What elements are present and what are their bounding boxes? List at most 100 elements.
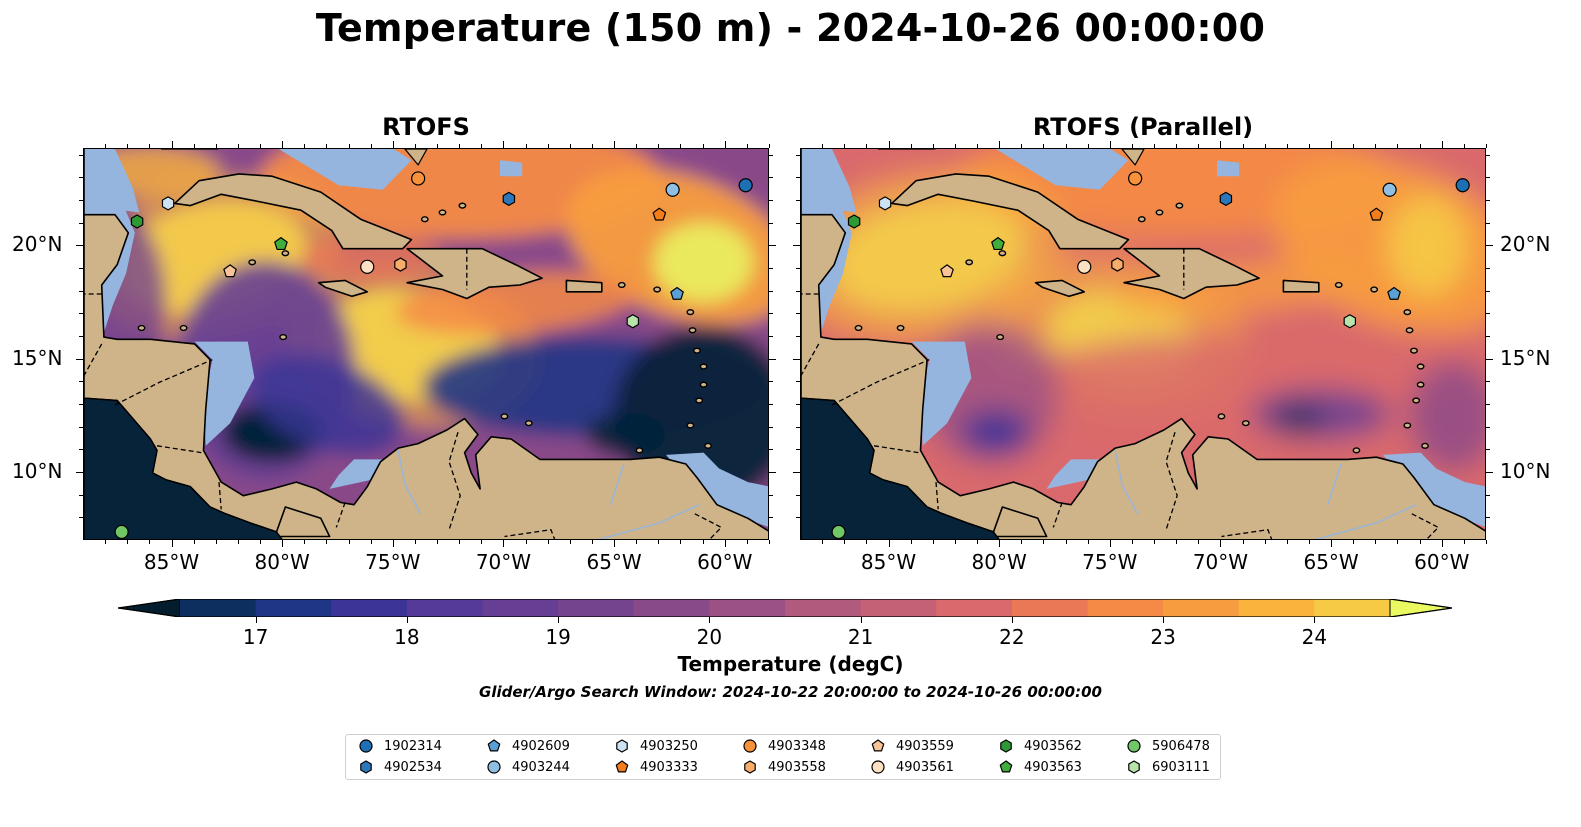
x-minor-tick — [866, 144, 868, 148]
x-minor-tick — [1154, 540, 1156, 544]
continental-shelf — [1046, 459, 1100, 489]
float-marker-4903558 — [394, 257, 407, 272]
colorbar-segment — [1238, 599, 1315, 617]
right-map-title: RTOFS (Parallel) — [1032, 113, 1254, 141]
colorbar-tick-label: 24 — [1301, 625, 1328, 649]
y-minor-tick — [769, 517, 773, 519]
colorbar-segment — [1011, 599, 1088, 617]
circle-marker-icon — [1127, 739, 1141, 753]
y-tick-mark — [769, 472, 776, 474]
x-tick-mark — [1331, 540, 1333, 547]
float-marker-5906478 — [831, 524, 846, 539]
legend-item-4903562: 4903562 — [998, 738, 1082, 754]
x-minor-tick — [1375, 540, 1377, 544]
x-minor-tick — [193, 540, 195, 544]
hexagon-marker-icon — [360, 760, 372, 774]
temperature-field-blob — [801, 168, 1066, 343]
legend-label: 4903563 — [1024, 759, 1082, 775]
small-island — [854, 324, 863, 332]
x-minor-tick — [326, 540, 328, 544]
colorbar-tick-label: 21 — [847, 625, 874, 649]
y-minor-tick — [1486, 336, 1490, 338]
float-marker-4903559 — [940, 264, 954, 278]
legend-item-4902609: 4902609 — [486, 738, 570, 754]
legend-label: 4903561 — [896, 759, 954, 775]
y-minor-tick — [79, 200, 83, 202]
pentagon-marker-icon — [871, 739, 885, 752]
x-minor-tick — [1286, 144, 1288, 148]
colorbar-tick-mark — [1163, 617, 1165, 623]
legend-item-1902314: 1902314 — [358, 738, 442, 754]
x-tick-mark — [999, 540, 1001, 547]
y-minor-tick — [1486, 426, 1490, 428]
y-tick-mark — [793, 358, 800, 360]
x-minor-tick — [437, 144, 439, 148]
colorbar-segment — [785, 599, 862, 617]
legend-label: 4903559 — [896, 738, 954, 754]
x-minor-tick — [237, 540, 239, 544]
x-minor-tick — [1375, 144, 1377, 148]
small-island — [693, 347, 701, 354]
x-minor-tick — [1308, 144, 1310, 148]
colorbar-segment — [1314, 599, 1391, 617]
x-minor-tick — [1463, 540, 1465, 544]
left-map-panel — [83, 148, 769, 540]
x-minor-tick — [1021, 144, 1023, 148]
country-border — [1052, 502, 1063, 528]
colorbar-tick-mark — [406, 617, 408, 623]
small-island — [1370, 286, 1379, 293]
small-island — [1352, 447, 1361, 454]
float-marker-4903348 — [1128, 171, 1143, 186]
x-tick-label: 85°W — [143, 550, 200, 574]
hispaniola-island — [1123, 247, 1260, 300]
x-minor-tick — [658, 540, 660, 544]
y-minor-tick — [1486, 200, 1490, 202]
x-tick-mark — [503, 141, 505, 148]
y-tick-mark — [793, 245, 800, 247]
legend-label: 4902534 — [384, 759, 442, 775]
colorbar-tick-mark — [255, 617, 257, 623]
small-island — [965, 259, 974, 266]
river — [1326, 463, 1342, 505]
small-island — [420, 216, 429, 223]
x-tick-mark — [1220, 540, 1222, 547]
y-minor-tick — [796, 494, 800, 496]
small-island — [1405, 327, 1414, 334]
continental-shelf — [1217, 160, 1240, 177]
legend-marker-4903561 — [871, 760, 885, 774]
float-marker-4903333 — [652, 207, 667, 221]
colorbar-segment — [1087, 599, 1164, 617]
small-island — [179, 324, 188, 332]
y-minor-tick — [796, 381, 800, 383]
y-minor-tick — [796, 336, 800, 338]
x-minor-tick — [1087, 540, 1089, 544]
continental-shelf — [278, 149, 412, 190]
small-island — [137, 324, 146, 332]
x-minor-tick — [1065, 144, 1067, 148]
x-tick-label: 85°W — [860, 550, 917, 574]
x-minor-tick — [1463, 144, 1465, 148]
y-minor-tick — [796, 517, 800, 519]
y-minor-tick — [79, 222, 83, 224]
y-minor-tick — [1486, 381, 1490, 383]
x-tick-mark — [1109, 141, 1111, 148]
legend-item-4903561: 4903561 — [870, 759, 954, 775]
x-tick-label: 70°W — [1192, 550, 1249, 574]
x-minor-tick — [260, 144, 262, 148]
small-island — [1421, 442, 1429, 449]
river — [1114, 450, 1139, 515]
small-island — [686, 309, 695, 316]
y-tick-label: 15°N — [12, 345, 63, 370]
temperature-field-blob — [960, 410, 1031, 455]
y-minor-tick — [1486, 517, 1490, 519]
x-minor-tick — [702, 540, 704, 544]
y-tick-mark — [76, 472, 83, 474]
x-minor-tick — [459, 540, 461, 544]
legend-label: 1902314 — [384, 738, 442, 754]
x-minor-tick — [215, 540, 217, 544]
y-tick-mark — [769, 358, 776, 360]
x-minor-tick — [977, 540, 979, 544]
figure-title: Temperature (150 m) - 2024-10-26 00:00:0… — [315, 6, 1266, 50]
small-island — [998, 250, 1007, 257]
x-minor-tick — [1242, 144, 1244, 148]
